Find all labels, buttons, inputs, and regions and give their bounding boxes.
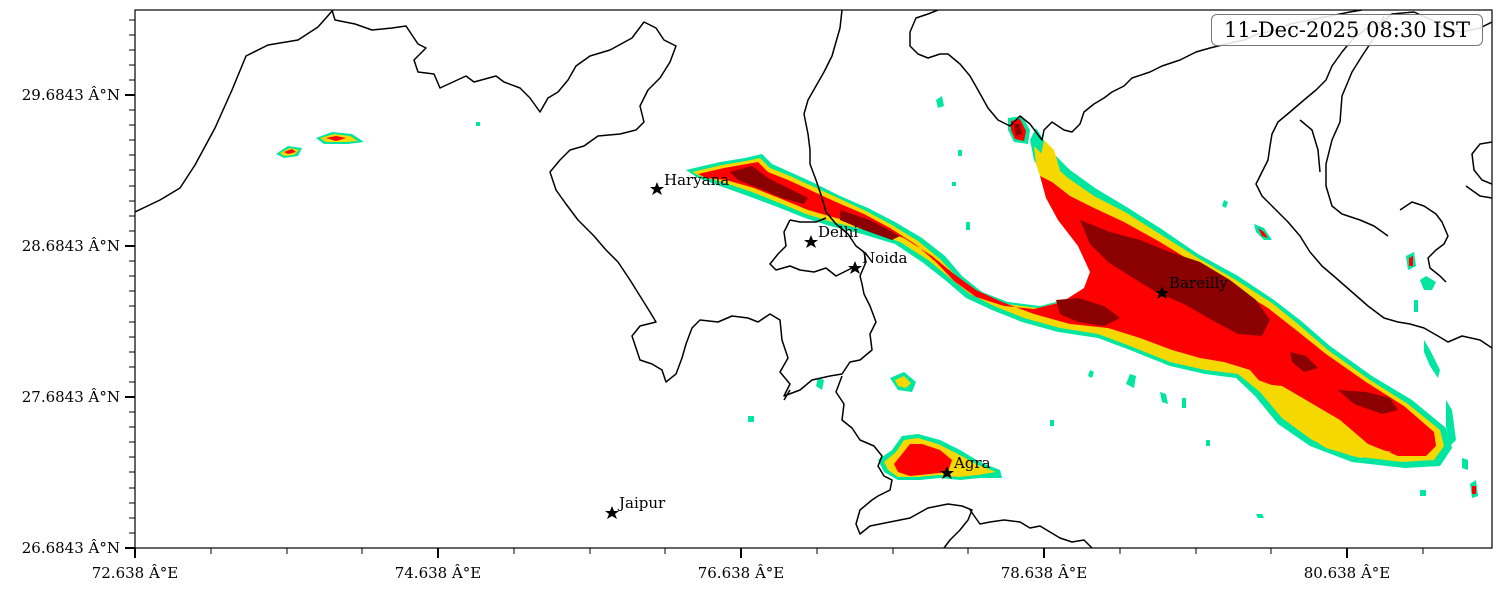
lat-tick-label: 27.6843 Â°N xyxy=(22,388,120,406)
star-icon xyxy=(848,261,862,274)
city-agra: Agra xyxy=(940,454,991,479)
lon-tick-label: 78.638 Â°E xyxy=(1001,564,1088,582)
star-icon xyxy=(650,182,664,195)
timestamp-box: 11-Dec-2025 08:30 IST xyxy=(1211,14,1483,46)
city-label-jaipur: Jaipur xyxy=(617,494,666,512)
city-jaipur: Jaipur xyxy=(605,494,666,519)
lon-tick-label: 72.638 Â°E xyxy=(92,564,179,582)
city-haryana: Haryana xyxy=(650,171,729,195)
map-frame xyxy=(134,9,1493,549)
lat-tick-label: 29.6843 Â°N xyxy=(22,86,120,104)
city-label-noida: Noida xyxy=(862,249,908,267)
star-icon xyxy=(804,235,818,248)
city-label-haryana: Haryana xyxy=(664,171,729,189)
fog-blob-agra xyxy=(878,434,1002,480)
star-icon xyxy=(940,466,954,479)
fog-patches-small xyxy=(276,96,1478,518)
city-bareilly: Bareilly xyxy=(1155,274,1228,299)
lon-tick-label: 80.638 Â°E xyxy=(1304,564,1391,582)
lat-axis xyxy=(125,19,135,549)
lat-tick-label: 28.6843 Â°N xyxy=(22,237,120,255)
city-noida: Noida xyxy=(848,249,908,274)
lon-axis xyxy=(134,548,1424,558)
state-borders xyxy=(135,10,1492,548)
lon-tick-label: 76.638 Â°E xyxy=(698,564,785,582)
city-label-agra: Agra xyxy=(953,454,991,472)
map-plot-area: Haryana Delhi Noida Bareilly Agra Jaipur xyxy=(135,10,1492,548)
fog-band-main xyxy=(686,116,1452,468)
city-label-delhi: Delhi xyxy=(818,223,858,241)
timestamp-text: 11-Dec-2025 08:30 IST xyxy=(1224,18,1470,42)
city-label-bareilly: Bareilly xyxy=(1169,274,1228,292)
lon-tick-label: 74.638 Â°E xyxy=(395,564,482,582)
city-delhi: Delhi xyxy=(804,223,858,248)
city-markers: Haryana Delhi Noida Bareilly Agra Jaipur xyxy=(605,171,1228,519)
star-icon xyxy=(1155,286,1169,299)
lat-tick-label: 26.6843 Â°N xyxy=(22,539,120,557)
star-icon xyxy=(605,506,619,519)
